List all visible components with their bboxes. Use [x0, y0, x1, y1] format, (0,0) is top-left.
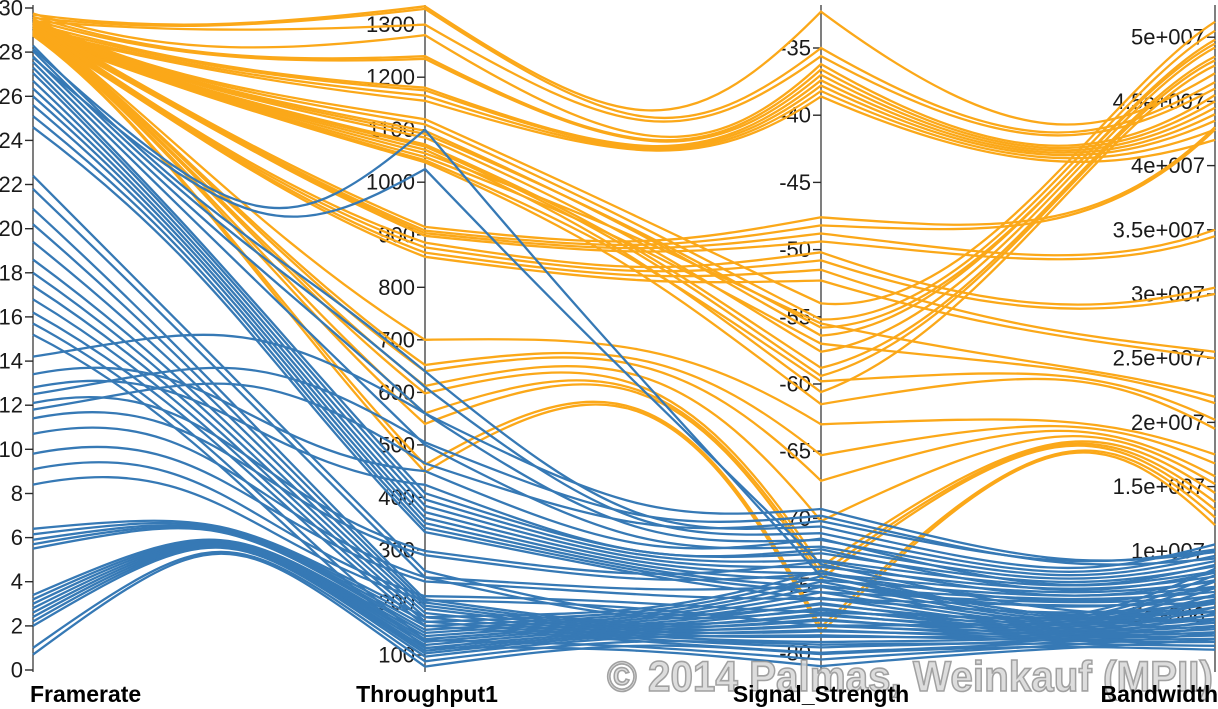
svg-text:Throughput1: Throughput1 [356, 681, 498, 707]
svg-text:24: 24 [0, 128, 23, 153]
svg-text:10: 10 [0, 437, 23, 462]
svg-text:16: 16 [0, 304, 23, 329]
svg-text:30: 30 [0, 0, 23, 21]
svg-text:12: 12 [0, 393, 23, 418]
svg-text:Bandwidth: Bandwidth [1100, 681, 1218, 707]
svg-text:© 2014 Palmas, Weinkauf (MPII): © 2014 Palmas, Weinkauf (MPII) [607, 653, 1213, 701]
svg-text:Framerate: Framerate [30, 681, 141, 707]
svg-text:4: 4 [11, 569, 23, 594]
svg-text:2: 2 [11, 613, 23, 638]
svg-text:-50: -50 [779, 237, 811, 262]
svg-text:22: 22 [0, 172, 23, 197]
svg-text:-45: -45 [779, 170, 811, 195]
svg-text:Signal_Strength: Signal_Strength [733, 681, 909, 707]
svg-text:0: 0 [11, 658, 23, 683]
svg-text:6: 6 [11, 525, 23, 550]
svg-text:800: 800 [378, 275, 415, 300]
svg-text:2e+007: 2e+007 [1131, 410, 1205, 435]
svg-text:600: 600 [378, 380, 415, 405]
svg-text:8: 8 [11, 481, 23, 506]
svg-text:14: 14 [0, 349, 23, 374]
svg-text:26: 26 [0, 84, 23, 109]
svg-text:28: 28 [0, 40, 23, 65]
svg-text:1000: 1000 [366, 170, 415, 195]
svg-text:20: 20 [0, 216, 23, 241]
svg-text:18: 18 [0, 260, 23, 285]
